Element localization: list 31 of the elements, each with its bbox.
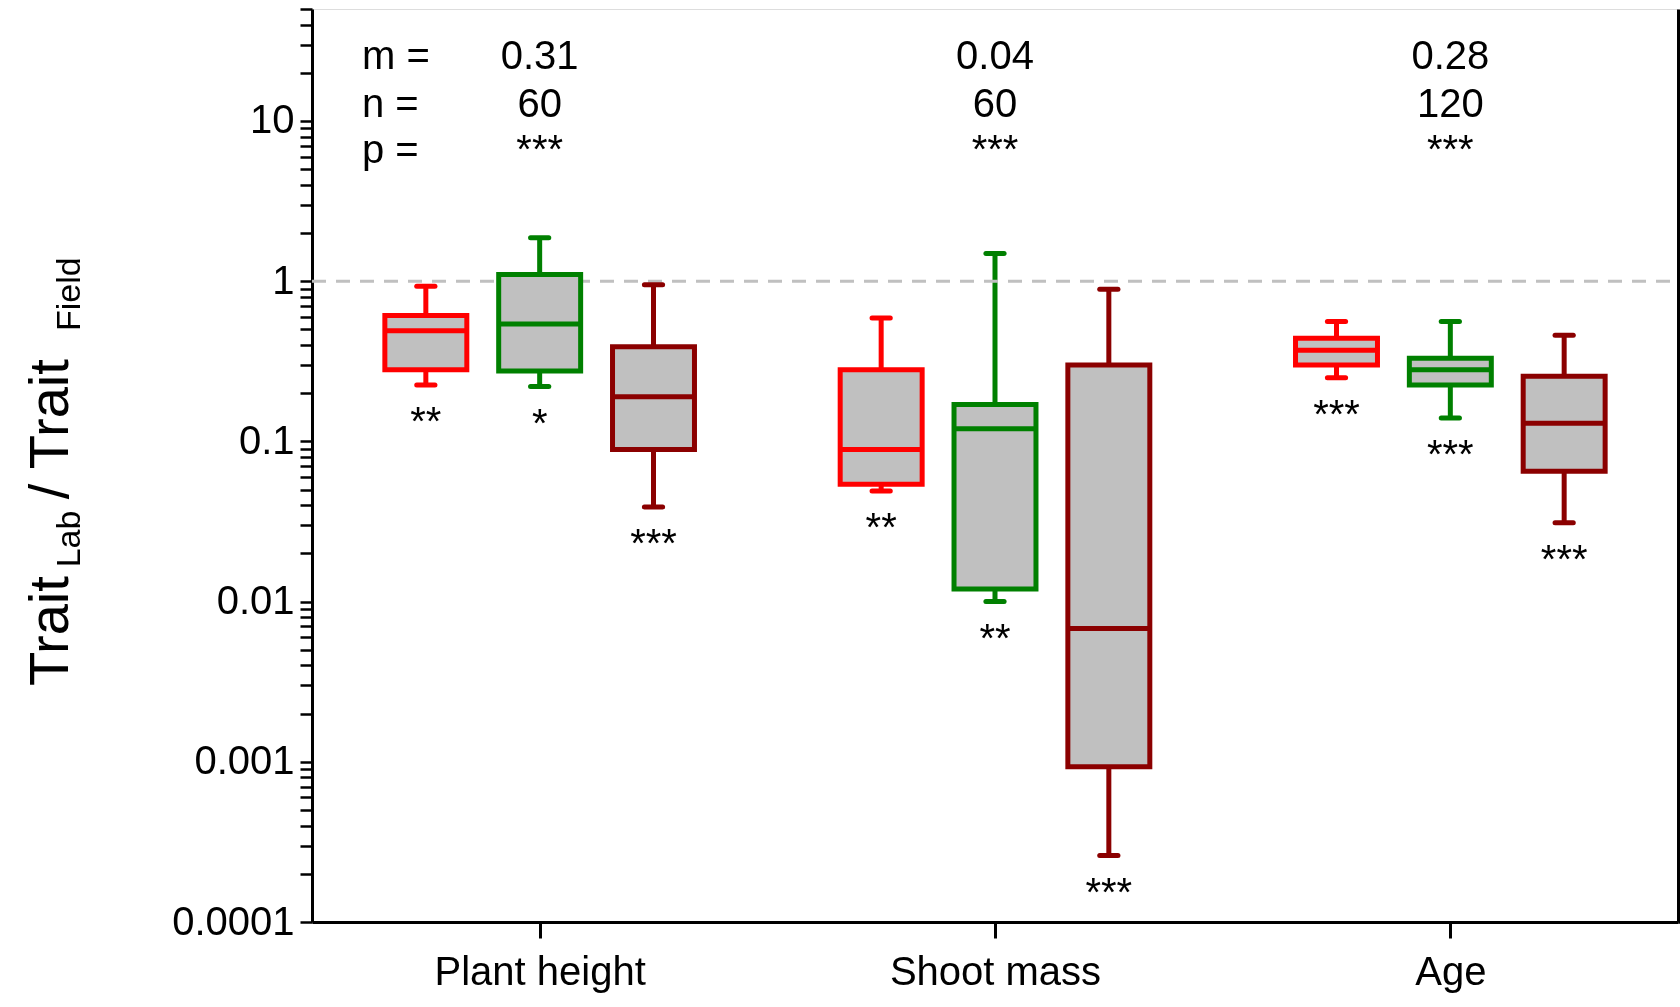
- x-tick-label: Plant height: [434, 948, 646, 993]
- annotation: 0.31: [500, 33, 579, 77]
- y-tick-label: 10: [250, 97, 295, 142]
- y-axis-title: TraitLab / TraitField: [17, 257, 87, 687]
- text: ***: [630, 520, 677, 565]
- annotation: 120: [1416, 81, 1484, 125]
- x-tick-label: Shoot mass: [889, 948, 1102, 993]
- annotation: m =: [362, 33, 430, 77]
- annotation: 60: [517, 81, 562, 125]
- annotation: n =: [362, 81, 419, 125]
- text: **: [979, 615, 1011, 660]
- annotation: p =: [362, 127, 419, 171]
- text: ***: [1426, 431, 1474, 476]
- y-tick-label: 0.0001: [172, 898, 295, 943]
- annotation: ***: [1426, 127, 1474, 171]
- text: ***: [1313, 391, 1360, 436]
- text: **: [410, 398, 442, 443]
- annotation: 0.04: [956, 33, 1034, 77]
- annotation: ***: [971, 127, 1019, 171]
- annotation: 60: [972, 81, 1018, 125]
- y-tick-label: 0.001: [194, 738, 295, 783]
- x-tick-label: Age: [1415, 948, 1487, 993]
- annotation: ***: [516, 127, 564, 171]
- text: *: [531, 400, 548, 445]
- text: **: [865, 505, 897, 550]
- y-tick-label: 1: [272, 257, 295, 302]
- annotation: 0.28: [1411, 33, 1490, 77]
- text: ***: [1540, 536, 1588, 581]
- y-tick-label: 0.01: [216, 578, 295, 623]
- y-tick-label: 0.1: [238, 417, 295, 462]
- text: ***: [1085, 869, 1133, 914]
